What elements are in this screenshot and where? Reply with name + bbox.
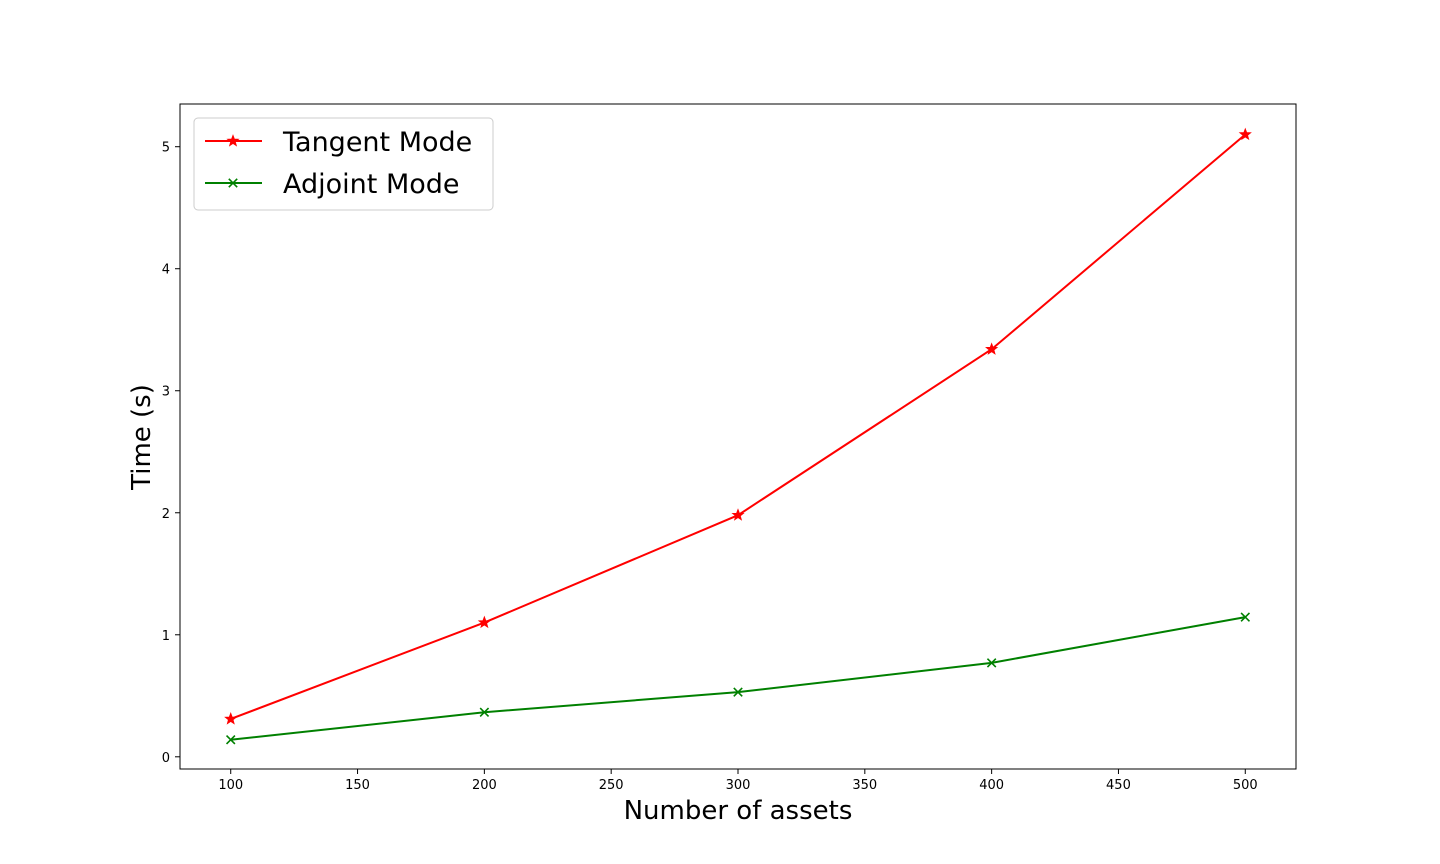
plot-background [180,104,1296,769]
y-tick-label: 0 [162,751,170,766]
x-tick-label: 250 [599,778,624,793]
legend-item-tangent-mode: Tangent Mode [205,127,472,158]
legend: Tangent Mode Adjoint Mode [193,117,494,211]
data-point [479,707,490,718]
data-point [1238,127,1252,141]
legend-item-adjoint-mode: Adjoint Mode [205,169,460,200]
data-point [731,508,745,521]
legend-frame [193,117,494,211]
x-axis-label: Number of assets [624,796,853,826]
x-tick-label: 200 [472,778,497,793]
x-tick-label: 450 [1106,778,1131,793]
data-point [733,687,743,697]
x-tick-label: 150 [345,778,370,793]
y-tick-label: 2 [162,507,170,522]
plot-frame [179,103,1297,770]
y-tick-label: 3 [162,385,170,400]
series-adjoint-mode [225,612,1251,745]
series-group [224,127,1252,745]
data-point [225,734,236,745]
y-tick-label: 4 [162,263,170,278]
y-axis-label: Time (s) [127,384,157,491]
data-point [985,342,999,355]
data-point [477,615,491,629]
ticks: 100 150 200 250 300 350 400 450 500 0 1 2 3 4 5 [162,141,1258,793]
series-tangent-mode [224,127,1252,725]
x-tick-label: 500 [1233,778,1258,793]
data-point [1240,612,1251,622]
data-point [224,712,238,725]
x-tick-label: 300 [726,778,751,793]
legend-marker [226,134,240,147]
y-tick-label: 1 [162,629,170,644]
x-tick-label: 400 [979,778,1004,793]
y-tick-label: 5 [162,141,170,156]
data-point [986,658,997,668]
legend-marker [228,178,238,188]
x-tick-label: 100 [218,778,243,793]
legend-label: Adjoint Mode [283,169,460,200]
x-tick-label: 350 [852,778,877,793]
legend-label: Tangent Mode [282,127,472,158]
